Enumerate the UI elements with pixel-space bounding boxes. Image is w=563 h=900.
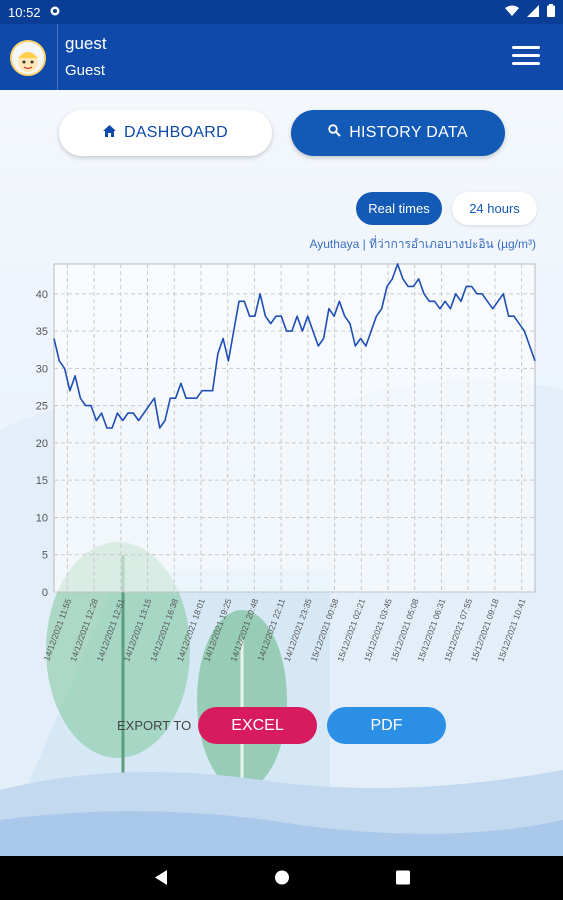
header-divider [57, 24, 58, 90]
status-bar: 10:52 [0, 0, 563, 24]
x-tick-label: 14/12/2021 23:35 [282, 597, 314, 663]
main-content: DASHBOARD HISTORY DATA Real times 24 hou… [0, 90, 563, 856]
x-tick-label: 15/12/2021 05:08 [389, 597, 421, 663]
y-tick-label: 5 [42, 550, 48, 562]
x-tick-label: 14/12/2021 18:01 [175, 597, 207, 663]
dashboard-button[interactable]: DASHBOARD [59, 110, 272, 156]
history-data-button[interactable]: HISTORY DATA [291, 110, 505, 156]
x-tick-label: 14/12/2021 11:55 [41, 597, 73, 662]
wifi-icon [505, 5, 519, 20]
app-bar: guest Guest [0, 24, 563, 90]
x-tick-label: 15/12/2021 06:31 [415, 597, 447, 663]
status-time: 10:52 [8, 4, 41, 20]
realtime-label: Real times [368, 201, 430, 216]
search-icon [328, 124, 341, 142]
home-button[interactable] [274, 869, 290, 891]
y-tick-label: 10 [36, 512, 48, 524]
plot-area [53, 263, 536, 593]
excel-label: EXCEL [231, 716, 284, 734]
back-button[interactable] [153, 869, 169, 891]
series-line [53, 263, 536, 429]
y-tick-label: 25 [36, 401, 48, 413]
user-name: guest [65, 34, 107, 53]
home-icon [102, 124, 116, 142]
signal-icon [527, 4, 539, 20]
menu-icon [512, 46, 540, 49]
24-hours-label: 24 hours [469, 201, 520, 216]
realtime-toggle[interactable]: Real times [356, 192, 442, 225]
avatar[interactable] [10, 40, 46, 76]
x-tick-label: 14/12/2021 12:51 [95, 597, 127, 663]
history-data-label: HISTORY DATA [349, 124, 468, 141]
notification-icon [49, 5, 61, 20]
x-tick-label: 15/12/2021 07:55 [442, 597, 474, 663]
x-tick-label: 15/12/2021 10:41 [495, 597, 527, 663]
x-tick-label: 15/12/2021 00:58 [308, 597, 340, 663]
export-label: EXPORT TO [117, 718, 192, 733]
recents-button[interactable] [395, 869, 411, 891]
y-tick-label: 20 [36, 438, 48, 450]
pdf-label: PDF [370, 716, 403, 734]
station-label: Ayuthaya | ที่ว่าการอำเภอบางปะอิน (µg/m³… [309, 237, 536, 251]
system-nav-bar [0, 856, 563, 900]
y-tick-label: 15 [36, 475, 48, 487]
y-tick-label: 0 [42, 587, 48, 599]
y-tick-label: 35 [36, 326, 48, 338]
24-hours-toggle[interactable]: 24 hours [452, 192, 537, 225]
x-tick-label: 14/12/2021 12:28 [68, 597, 100, 663]
x-tick-label: 14/12/2021 13:15 [121, 597, 153, 663]
x-tick-label: 14/12/2021 19:25 [202, 597, 234, 663]
x-tick-label: 15/12/2021 09:18 [469, 597, 501, 663]
y-tick-label: 30 [36, 363, 48, 375]
battery-icon [547, 4, 555, 20]
user-role: Guest [65, 62, 106, 79]
x-tick-label: 14/12/2021 20:48 [228, 597, 260, 663]
x-tick-label: 15/12/2021 03:45 [362, 597, 394, 663]
export-excel-button[interactable]: EXCEL [198, 707, 317, 744]
menu-button[interactable] [512, 46, 540, 68]
export-pdf-button[interactable]: PDF [327, 707, 446, 744]
y-tick-label: 40 [36, 289, 48, 301]
dashboard-label: DASHBOARD [123, 124, 229, 141]
x-tick-label: 14/12/2021 16:38 [148, 597, 180, 663]
x-tick-label: 14/12/2021 22:11 [255, 597, 287, 662]
x-tick-label: 15/12/2021 02:21 [335, 597, 367, 663]
